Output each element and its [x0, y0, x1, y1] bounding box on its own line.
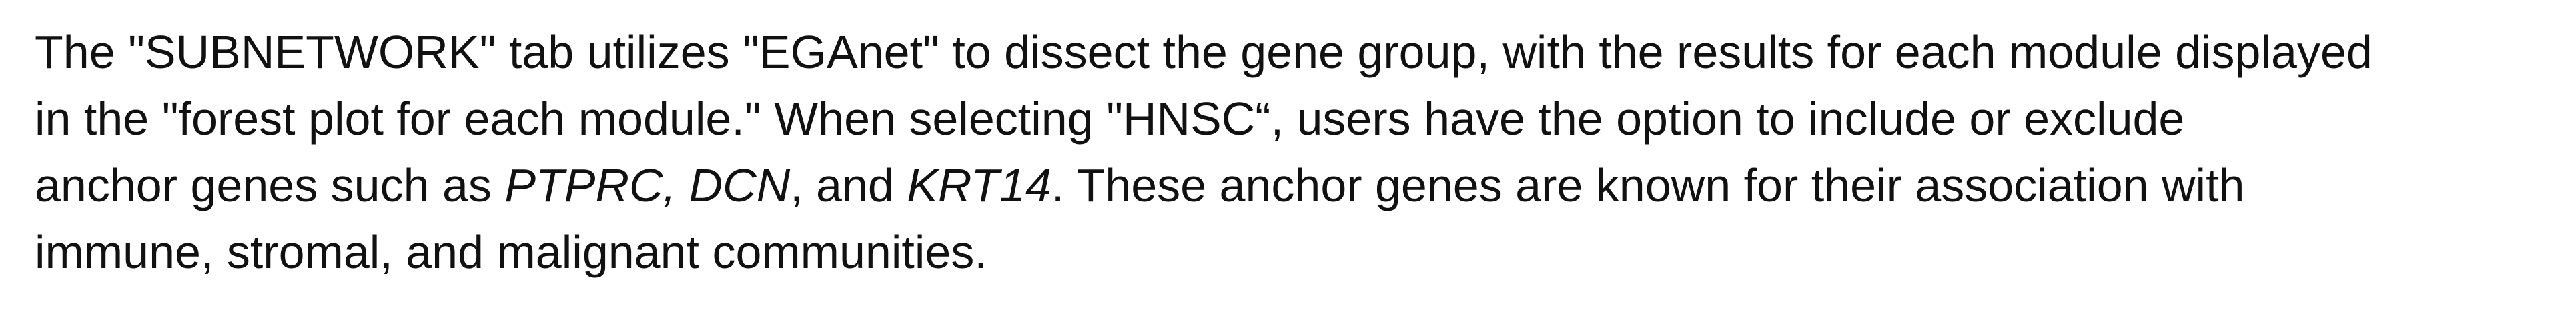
line-3-text-end: . These anchor genes are known for their…: [1051, 159, 2245, 211]
paragraph-line-4: immune, stromal, and malignant communiti…: [35, 226, 987, 278]
gene-names-ptprc-dcn: PTPRC, DCN: [504, 159, 791, 211]
line-3-text-middle: , and: [790, 159, 907, 211]
line-3-text-start: anchor genes such as: [35, 159, 505, 211]
paragraph-line-1: The "SUBNETWORK" tab utilizes "EGAnet" t…: [35, 26, 2373, 78]
paragraph-line-3: anchor genes such as PTPRC, DCN, and KRT…: [35, 152, 2557, 219]
document-paragraph: The "SUBNETWORK" tab utilizes "EGAnet" t…: [35, 19, 2557, 285]
paragraph-line-2: in the "forest plot for each module." Wh…: [35, 93, 2185, 145]
gene-name-krt14: KRT14: [907, 159, 1051, 211]
